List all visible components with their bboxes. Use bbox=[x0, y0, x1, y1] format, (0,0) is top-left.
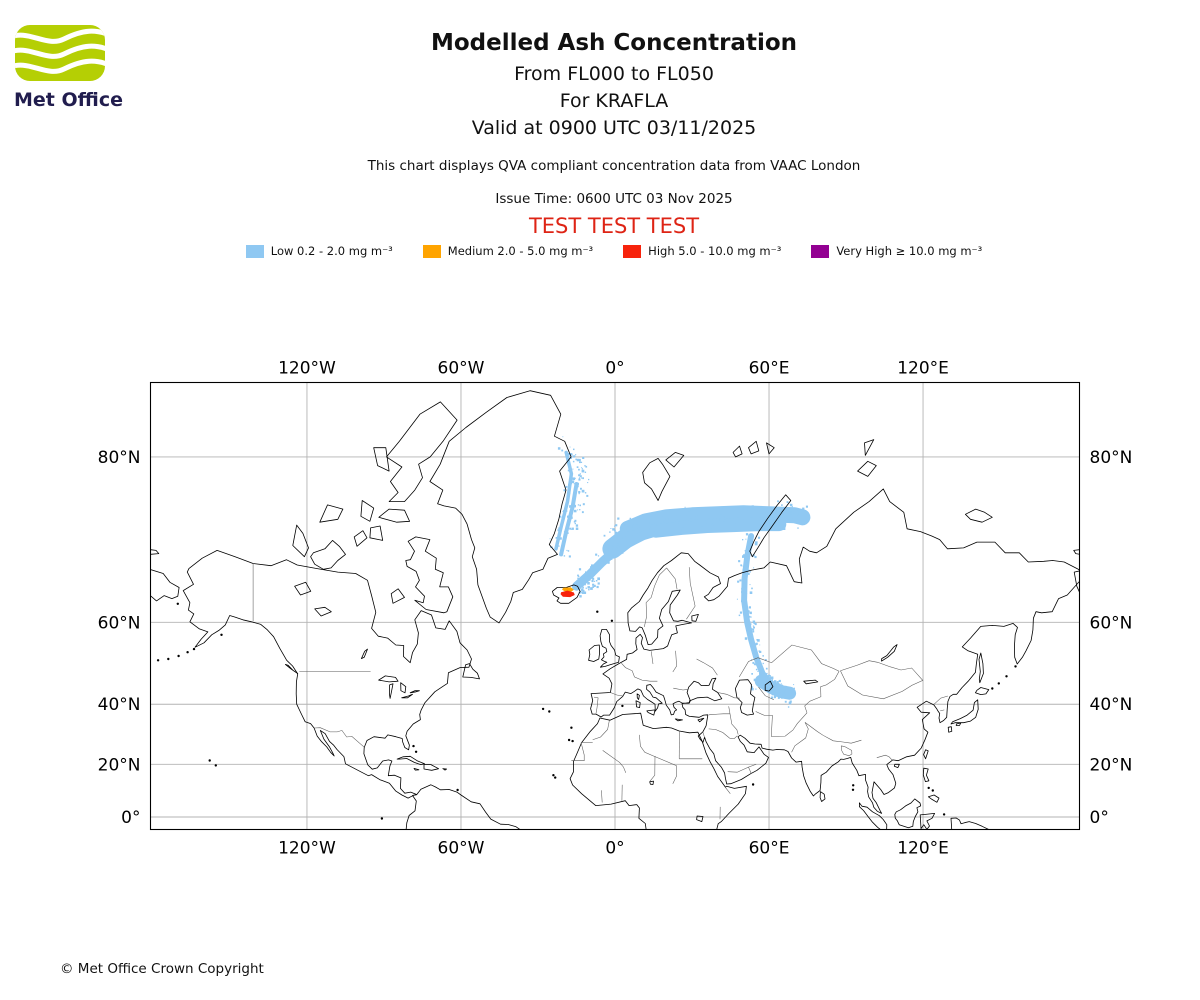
x-tick-label-top: 60°E bbox=[749, 359, 790, 379]
map-axis-labels: 120°W 120°W 60°W 60°W 0° 0° 60°E 60°E 120°E 120°E… bbox=[98, 359, 1133, 859]
map-coastlines bbox=[150, 390, 1080, 830]
y-tick-label-left: 20°N bbox=[98, 755, 141, 775]
legend-label-2: High 5.0 - 10.0 mg m⁻³ bbox=[648, 244, 782, 258]
x-tick-label-bottom: 120°W bbox=[278, 839, 336, 859]
logo-waves bbox=[15, 28, 105, 74]
y-tick-label-right: 20°N bbox=[1090, 755, 1133, 775]
y-tick-label-left: 40°N bbox=[98, 695, 141, 715]
world-map: 120°W 120°W 60°W 60°W 0° 0° 60°E 60°E 120°E 120°E… bbox=[98, 359, 1133, 859]
legend-swatch-0 bbox=[245, 244, 264, 258]
y-tick-label-left: 0° bbox=[121, 808, 140, 828]
x-tick-label-bottom: 60°W bbox=[438, 839, 485, 859]
legend-swatch-3 bbox=[811, 244, 830, 258]
legend-swatch-2 bbox=[623, 244, 642, 258]
legend: Low 0.2 - 2.0 mg m⁻³ Medium 2.0 - 5.0 mg … bbox=[14, 244, 1200, 258]
map-frame bbox=[149, 381, 1081, 831]
y-tick-label-right: 0° bbox=[1090, 808, 1109, 828]
met-office-logo-text: Met Office bbox=[14, 89, 123, 111]
issue-time: Issue Time: 0600 UTC 03 Nov 2025 bbox=[495, 191, 733, 207]
valid-time-subtitle: Valid at 0900 UTC 03/11/2025 bbox=[471, 117, 757, 139]
legend-item-1: Medium 2.0 - 5.0 mg m⁻³ bbox=[422, 244, 594, 258]
y-tick-label-left: 60°N bbox=[98, 613, 141, 633]
legend-label-3: Very High ≥ 10.0 mg m⁻³ bbox=[836, 244, 983, 258]
map-ash-source bbox=[560, 587, 575, 598]
flight-levels-subtitle: From FL000 to FL050 bbox=[514, 63, 714, 85]
volcano-subtitle: For KRAFLA bbox=[559, 90, 669, 112]
met-office-logo: Met Office bbox=[14, 22, 134, 111]
x-tick-label-top: 120°W bbox=[278, 359, 336, 379]
legend-item-3: Very High ≥ 10.0 mg m⁻³ bbox=[811, 244, 982, 258]
x-tick-label-bottom: 120°E bbox=[897, 839, 949, 859]
legend-item-0: Low 0.2 - 2.0 mg m⁻³ bbox=[245, 244, 393, 258]
legend-item-2: High 5.0 - 10.0 mg m⁻³ bbox=[623, 244, 781, 258]
x-tick-label-top: 0° bbox=[605, 359, 624, 379]
legend-label-1: Medium 2.0 - 5.0 mg m⁻³ bbox=[447, 244, 594, 258]
y-tick-label-right: 80°N bbox=[1090, 448, 1133, 468]
map-country-borders bbox=[252, 563, 948, 820]
x-tick-label-bottom: 0° bbox=[605, 839, 624, 859]
map-ash-plume bbox=[549, 436, 811, 708]
x-tick-label-top: 120°E bbox=[897, 359, 949, 379]
legend-label-0: Low 0.2 - 2.0 mg m⁻³ bbox=[270, 244, 393, 258]
y-tick-label-right: 60°N bbox=[1090, 613, 1133, 633]
legend-swatch-1 bbox=[422, 244, 441, 258]
y-tick-label-right: 40°N bbox=[1090, 695, 1133, 715]
copyright-note: © Met Office Crown Copyright bbox=[60, 961, 264, 977]
map-gridlines bbox=[150, 382, 1080, 830]
x-tick-label-top: 60°W bbox=[438, 359, 485, 379]
y-tick-label-left: 80°N bbox=[98, 448, 141, 468]
x-tick-label-bottom: 60°E bbox=[749, 839, 790, 859]
page-title: Modelled Ash Concentration bbox=[430, 30, 798, 56]
met-office-logo-symbol bbox=[15, 25, 105, 81]
qva-note: This chart displays QVA compliant concen… bbox=[367, 158, 861, 174]
test-banner: TEST TEST TEST bbox=[528, 214, 700, 238]
